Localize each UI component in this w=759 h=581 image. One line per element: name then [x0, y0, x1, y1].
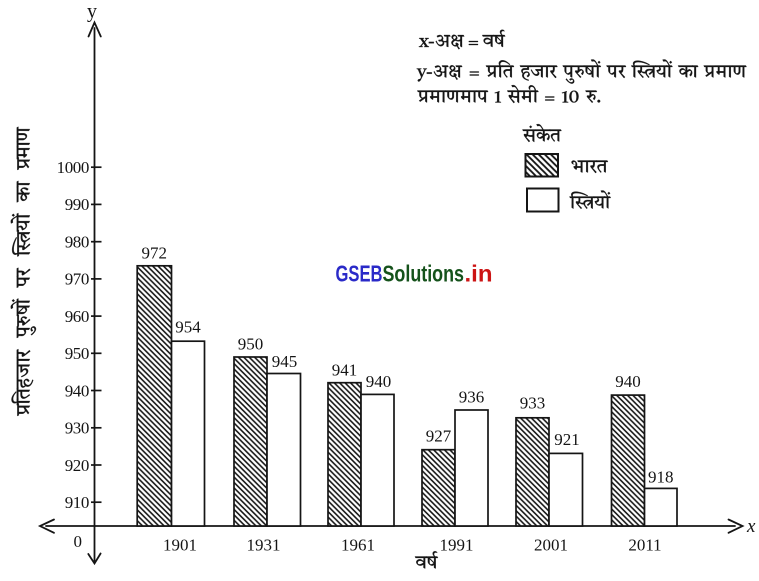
- svg-text:1961: 1961: [341, 536, 375, 555]
- svg-text:980: 980: [65, 233, 89, 252]
- svg-text:920: 920: [65, 456, 89, 475]
- svg-text:927: 927: [426, 427, 452, 446]
- svg-text:1931: 1931: [247, 536, 281, 555]
- svg-text:.in: .in: [465, 261, 493, 287]
- svg-text:970: 970: [65, 270, 89, 289]
- svg-text:910: 910: [65, 493, 89, 512]
- svg-text:940: 940: [65, 381, 89, 400]
- svg-text:941: 941: [332, 360, 358, 379]
- svg-text:0: 0: [74, 532, 83, 551]
- svg-text:940: 940: [366, 372, 392, 391]
- svg-text:1000: 1000: [57, 158, 89, 177]
- svg-text:960: 960: [65, 307, 89, 326]
- svg-text:945: 945: [272, 352, 298, 371]
- svg-text:940: 940: [615, 372, 641, 391]
- svg-text:933: 933: [520, 394, 546, 413]
- svg-text:954: 954: [175, 318, 201, 337]
- svg-text:918: 918: [648, 468, 674, 487]
- svg-text:990: 990: [65, 195, 89, 214]
- svg-text:950: 950: [65, 344, 89, 363]
- svg-text:1991: 1991: [440, 536, 474, 555]
- svg-text:2001: 2001: [534, 536, 568, 555]
- svg-text:930: 930: [65, 419, 89, 438]
- svg-text:921: 921: [554, 430, 580, 449]
- svg-text:y: y: [87, 1, 97, 23]
- svg-text:x: x: [746, 516, 756, 537]
- svg-text:950: 950: [238, 335, 264, 354]
- svg-text:1901: 1901: [163, 536, 197, 555]
- svg-text:936: 936: [459, 388, 485, 407]
- svg-text:2011: 2011: [628, 536, 661, 555]
- svg-text:972: 972: [142, 244, 168, 263]
- svg-text:GSEB: GSEB: [336, 261, 383, 287]
- svg-text:Solutions: Solutions: [383, 261, 465, 287]
